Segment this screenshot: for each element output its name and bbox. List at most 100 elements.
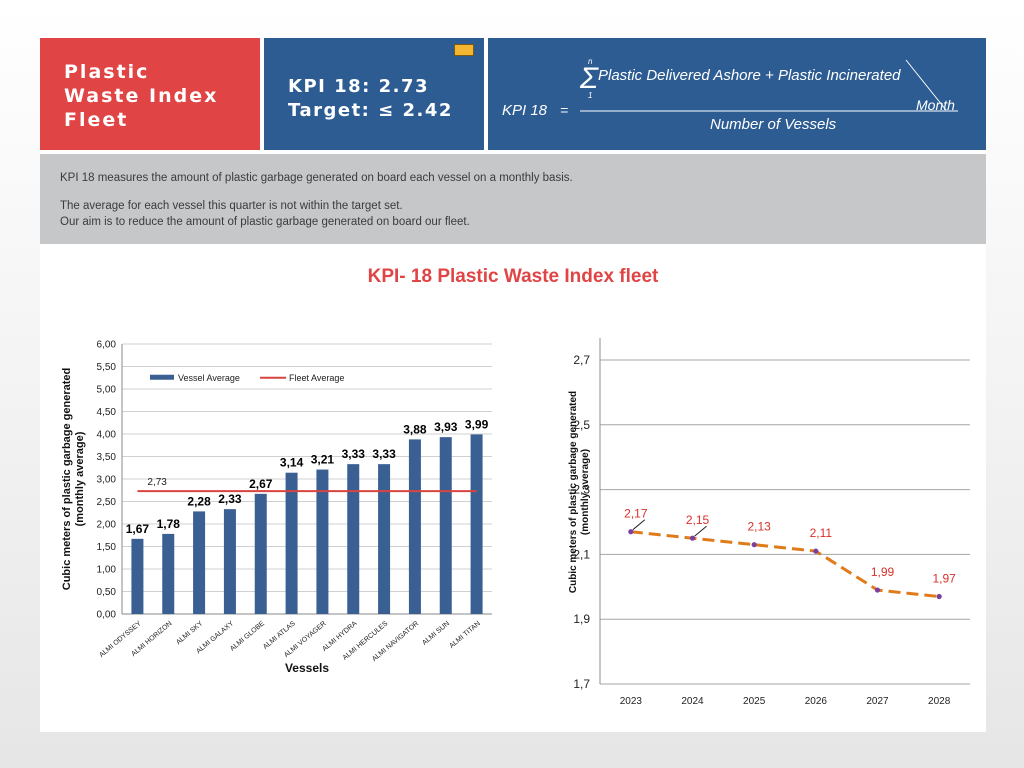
bar	[316, 469, 329, 614]
y-tick-label: 4,50	[97, 407, 117, 418]
data-label: 2,17	[624, 507, 648, 521]
x-tick-label: 2025	[743, 696, 766, 707]
sigma-icon: Σ	[579, 62, 599, 95]
y-tick-label: 1,7	[573, 677, 590, 691]
page-title: KPI- 18 Plastic Waste Index fleet	[367, 266, 659, 287]
data-label: 2,28	[187, 494, 211, 508]
line-chart: 1,7 1,9 2,1 2,3 2,5 2,7 2,17 2023 2,15 2024 2,13 20…	[568, 338, 970, 707]
bar	[408, 439, 421, 614]
bar	[131, 538, 144, 614]
data-point	[813, 548, 819, 554]
kpi-value-panel: KPI 18: 2.73 Target: ≤ 2.42	[264, 38, 484, 150]
kpi-name-line: Plastic	[64, 61, 150, 83]
y-tick-label: 3,50	[97, 452, 117, 463]
bar	[347, 464, 360, 614]
y-tick-label: 1,00	[97, 565, 117, 576]
description-line: The average for each vessel this quarter…	[60, 200, 403, 212]
y-tick-label: 0,00	[97, 610, 117, 621]
y-tick-label: 4,00	[97, 430, 117, 441]
sigma-bottom: 1	[588, 91, 592, 100]
kpi-target: Target: ≤ 2.42	[288, 100, 453, 121]
bar	[193, 511, 206, 614]
bar	[223, 509, 236, 614]
data-label: 1,78	[157, 517, 181, 531]
bar	[254, 493, 267, 614]
kpi-card: Plastic Waste Index Fleet KPI 18: 2.73 T…	[40, 38, 986, 732]
data-label: 2,15	[686, 513, 710, 527]
y-tick-label: 0,50	[97, 587, 117, 598]
data-label: 1,67	[126, 522, 150, 536]
flag-icon	[454, 44, 474, 56]
formula-lhs: KPI 18	[502, 102, 548, 119]
kpi-name: Plastic Waste Index Fleet	[64, 60, 254, 132]
kpi-name-panel: Plastic Waste Index Fleet	[40, 38, 260, 150]
bar	[162, 533, 175, 614]
bar	[439, 437, 452, 614]
formula-per: Month	[916, 97, 955, 113]
data-label: 3,99	[465, 417, 489, 431]
data-label: 1,99	[871, 565, 895, 579]
x-tick-label: 2027	[866, 696, 889, 707]
y-tick-label: 2,3	[573, 483, 590, 497]
y-tick-label: 2,50	[97, 497, 117, 508]
y-tick-label: 3,00	[97, 475, 117, 486]
data-point	[936, 593, 942, 600]
x-tick-label: 2028	[928, 696, 951, 707]
data-label: 3,88	[403, 422, 427, 436]
description-band: KPI 18 measures the amount of plastic ga…	[40, 154, 986, 244]
fleet-average-label: 2,73	[147, 477, 167, 488]
data-label: 2,67	[249, 477, 273, 491]
data-label: 2,11	[810, 526, 833, 540]
bar-chart: 0,00 0,50 1,00 1,50 2,00 2,50 3,00 3,50 4,00 4,50…	[61, 340, 492, 675]
data-label: 3,33	[372, 447, 396, 461]
y-tick-label: 1,50	[97, 542, 117, 553]
data-label: 2,33	[218, 492, 242, 506]
formula-denominator: Number of Vessels	[710, 116, 837, 133]
leader-line	[694, 525, 707, 537]
data-point	[689, 535, 696, 541]
data-label: 3,21	[311, 453, 335, 467]
x-tick-label: ALMI SKY	[175, 620, 204, 646]
description-line: Our aim is to reduce the amount of plast…	[60, 216, 470, 228]
y-tick-label: 1,9	[573, 612, 590, 626]
bar	[470, 434, 483, 614]
bar	[285, 472, 298, 614]
sigma-top: n	[588, 57, 593, 66]
data-label: 3,14	[280, 456, 304, 470]
y-tick-label: 5,50	[97, 362, 117, 373]
x-tick-label: 2026	[805, 696, 828, 707]
y-tick-label: 2,7	[573, 353, 590, 367]
x-tick-label: 2023	[620, 696, 643, 707]
x-tick-label: ALMI SUN	[421, 620, 451, 647]
description-line: KPI 18 measures the amount of plastic ga…	[60, 172, 573, 184]
data-point	[751, 542, 757, 548]
formula-numerator: Plastic Delivered Ashore + Plastic Incin…	[598, 67, 901, 84]
leader-line	[632, 519, 646, 531]
formula-equals: =	[560, 102, 568, 118]
y-tick-label: 2,00	[97, 520, 117, 531]
data-label: 3,33	[342, 447, 366, 461]
kpi-name-line: Waste Index	[64, 85, 219, 107]
x-axis-title: Vessels	[285, 661, 329, 675]
kpi-formula: KPI 18 = n Σ 1 Plastic Delivered Ashore …	[502, 57, 958, 133]
y-tick-label: 2,1	[573, 547, 590, 561]
kpi-name-line: Fleet	[64, 109, 129, 131]
formula-slash	[905, 59, 947, 111]
data-label: 2,13	[747, 520, 771, 534]
legend-swatch-vessel	[150, 374, 174, 380]
y-tick-label: 5,00	[97, 385, 117, 396]
data-label: 3,93	[434, 420, 458, 434]
legend-label: Vessel Average	[178, 373, 240, 383]
kpi-value: KPI 18: 2.73	[288, 76, 430, 97]
y-tick-label: 2,5	[573, 418, 590, 432]
x-tick-label: 2024	[681, 696, 704, 707]
kpi-formula-panel: KPI 18 = n Σ 1 Plastic Delivered Ashore …	[488, 38, 986, 150]
data-label: 1,97	[932, 572, 956, 586]
data-point	[874, 587, 881, 593]
y-axis-title: Cubic meters of plastic garbage generate…	[61, 368, 86, 591]
series-line	[630, 530, 940, 599]
data-point	[628, 529, 634, 535]
y-tick-label: 6,00	[97, 340, 117, 351]
y-axis-title: Cubic meters of plastic garbage generate…	[568, 391, 591, 593]
legend-label: Fleet Average	[289, 373, 344, 383]
